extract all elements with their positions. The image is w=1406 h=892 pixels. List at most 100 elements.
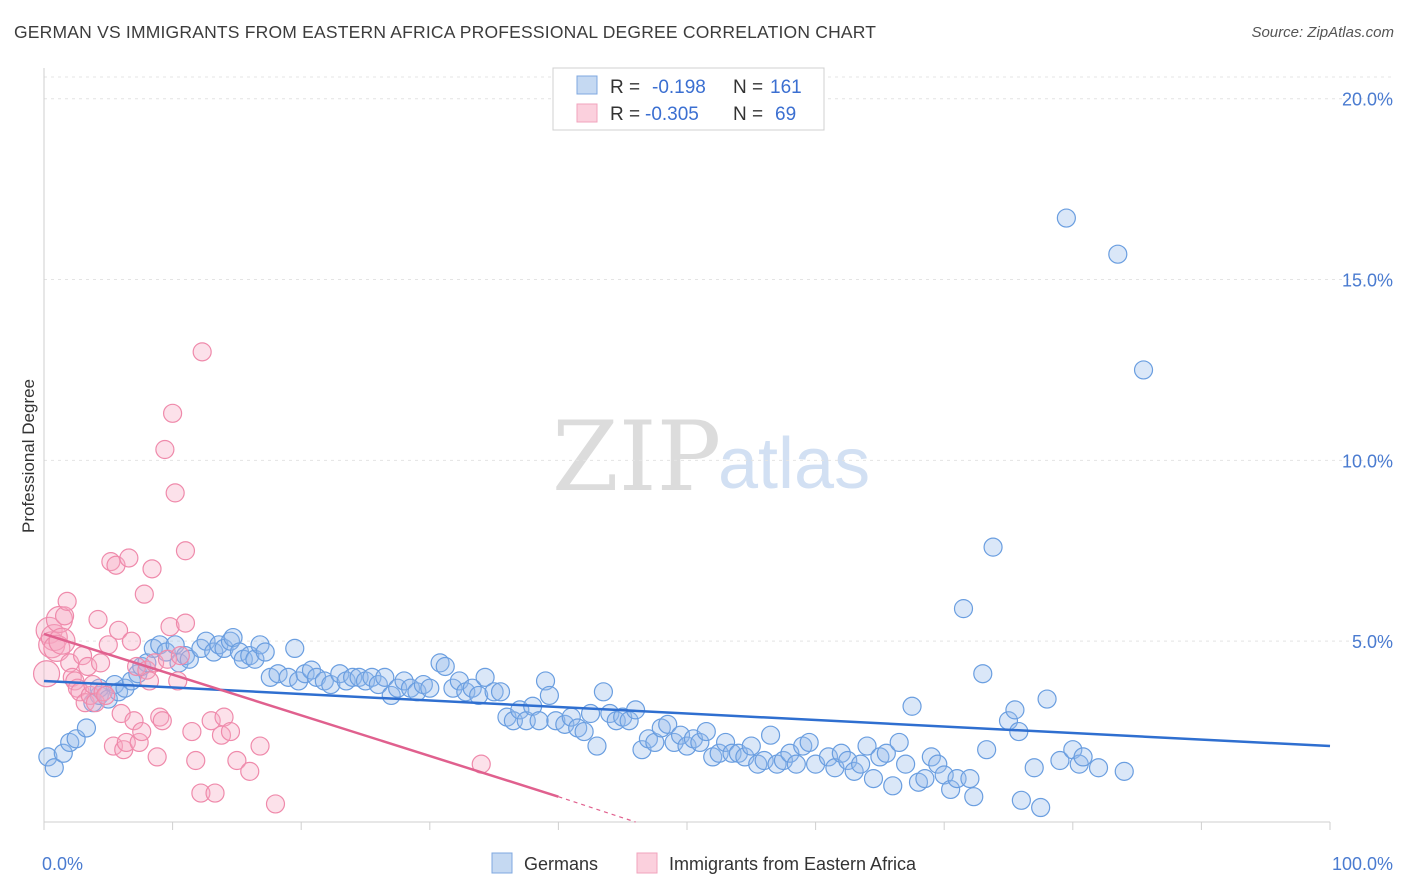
immigrants-point-32 bbox=[119, 548, 139, 568]
germans-point-53 bbox=[368, 674, 388, 695]
germans-point-119 bbox=[799, 732, 819, 753]
germans-point-106 bbox=[715, 732, 736, 753]
germans-point-104 bbox=[703, 747, 723, 767]
immigrants-point-30 bbox=[114, 740, 134, 760]
immigrants-point-49 bbox=[163, 403, 183, 423]
germans-point-113 bbox=[760, 725, 781, 745]
immigrants-point-4 bbox=[43, 634, 71, 663]
legend-swatch-immigrants bbox=[576, 103, 598, 123]
immigrants-point-45 bbox=[152, 711, 172, 731]
y-tick-label-3: 20.0% bbox=[1342, 90, 1393, 110]
legend: R = -0.198 N = 161 R = -0.305 N = 69 bbox=[552, 67, 825, 131]
germans-point-161 bbox=[1108, 244, 1128, 264]
germans-point-57 bbox=[394, 671, 414, 691]
x-tick-label-min: 0.0% bbox=[42, 854, 83, 874]
germans-point-1 bbox=[44, 758, 64, 778]
germans-point-63 bbox=[435, 656, 455, 677]
germans-point-22 bbox=[175, 646, 196, 666]
germans-point-144 bbox=[964, 787, 984, 807]
germans-point-86 bbox=[587, 736, 607, 756]
watermark-atlas: atlas bbox=[718, 424, 870, 504]
germans-point-110 bbox=[741, 736, 761, 756]
germans-point-135 bbox=[908, 772, 929, 792]
immigrants-point-44 bbox=[150, 707, 170, 727]
germans-point-147 bbox=[983, 537, 1003, 557]
germans-point-125 bbox=[844, 761, 864, 781]
germans-point-134 bbox=[902, 696, 922, 716]
legend-box bbox=[552, 67, 825, 131]
germans-point-97 bbox=[658, 714, 678, 734]
immigrants-trend-extension bbox=[558, 796, 636, 823]
immigrants-point-64 bbox=[227, 750, 247, 771]
germans-point-45 bbox=[314, 671, 334, 691]
germans-point-159 bbox=[1073, 747, 1093, 767]
germans-point-83 bbox=[568, 718, 588, 738]
germans-point-78 bbox=[535, 671, 556, 691]
chart-title: GERMAN VS IMMIGRANTS FROM EASTERN AFRICA… bbox=[14, 22, 877, 42]
y-tick-label-2: 15.0% bbox=[1342, 271, 1393, 291]
germans-point-38 bbox=[268, 664, 288, 684]
immigrants-point-60 bbox=[205, 783, 225, 803]
germans-point-163 bbox=[1133, 360, 1154, 380]
immigrants-point-56 bbox=[186, 750, 206, 771]
germans-point-36 bbox=[255, 642, 275, 662]
germans-point-143 bbox=[960, 769, 980, 789]
germans-point-156 bbox=[1056, 208, 1076, 228]
germans-point-87 bbox=[593, 682, 614, 702]
immigrants-point-19 bbox=[85, 693, 106, 713]
legend-r-value-2: -0.305 bbox=[645, 104, 699, 125]
immigrants-point-54 bbox=[175, 541, 196, 561]
germans-point-94 bbox=[638, 729, 659, 749]
immigrants-point-28 bbox=[108, 620, 129, 640]
grid bbox=[44, 76, 1395, 642]
legend-n-value-2: 69 bbox=[775, 104, 796, 125]
germans-point-131 bbox=[883, 776, 903, 796]
immigrants-point-67 bbox=[265, 794, 286, 814]
immigrants-point-48 bbox=[160, 617, 180, 637]
germans-point-42 bbox=[295, 664, 315, 684]
germans-point-3 bbox=[60, 732, 80, 753]
germans-point-132 bbox=[889, 732, 909, 753]
germans-point-67 bbox=[462, 678, 482, 698]
immigrants-point-63 bbox=[220, 721, 241, 742]
germans-point-129 bbox=[870, 747, 890, 767]
germans-point-154 bbox=[1037, 689, 1057, 709]
germans-point-54 bbox=[375, 667, 395, 687]
germans-point-77 bbox=[529, 711, 549, 731]
germans-point-142 bbox=[953, 599, 974, 619]
immigrants-point-0 bbox=[32, 660, 61, 688]
x-tick-label-max: 100.0% bbox=[1332, 854, 1393, 874]
y-tick-labels: 5.0% 10.0% 15.0% 20.0% bbox=[1342, 90, 1393, 652]
germans-point-0 bbox=[38, 747, 58, 767]
immigrants-point-41 bbox=[142, 559, 162, 579]
germans-point-127 bbox=[857, 736, 877, 756]
germans-point-117 bbox=[786, 754, 806, 774]
source-label: Source: ZipAtlas.com bbox=[1251, 24, 1394, 41]
germans-point-155 bbox=[1050, 750, 1070, 771]
germans-point-128 bbox=[863, 769, 884, 789]
immigrants-point-7 bbox=[54, 606, 75, 626]
legend-n-label-2: N = bbox=[733, 104, 763, 125]
bottom-legend-immigrants: Immigrants from Eastern Africa bbox=[669, 854, 917, 874]
germans-point-130 bbox=[876, 743, 896, 763]
immigrants-point-50 bbox=[165, 483, 185, 503]
legend-r-value-1: -0.198 bbox=[652, 77, 706, 98]
bottom-legend: Germans Immigrants from Eastern Africa bbox=[491, 852, 917, 874]
germans-point-111 bbox=[748, 754, 768, 774]
germans-point-84 bbox=[574, 721, 594, 742]
germans-point-79 bbox=[539, 685, 559, 706]
trend-lines bbox=[43, 632, 1331, 823]
germans-point-40 bbox=[285, 638, 305, 659]
axes bbox=[43, 68, 1331, 830]
immigrants-point-52 bbox=[170, 646, 190, 666]
watermark-zip: ZIP bbox=[552, 401, 721, 513]
immigrants-point-37 bbox=[132, 721, 152, 742]
legend-n-label-1: N = bbox=[733, 77, 763, 98]
germans-point-103 bbox=[696, 721, 716, 742]
immigrants-point-58 bbox=[192, 342, 212, 362]
germans-point-70 bbox=[484, 682, 504, 702]
immigrants-point-21 bbox=[90, 653, 111, 673]
germans-point-102 bbox=[690, 732, 710, 753]
germans-points bbox=[38, 208, 1154, 818]
